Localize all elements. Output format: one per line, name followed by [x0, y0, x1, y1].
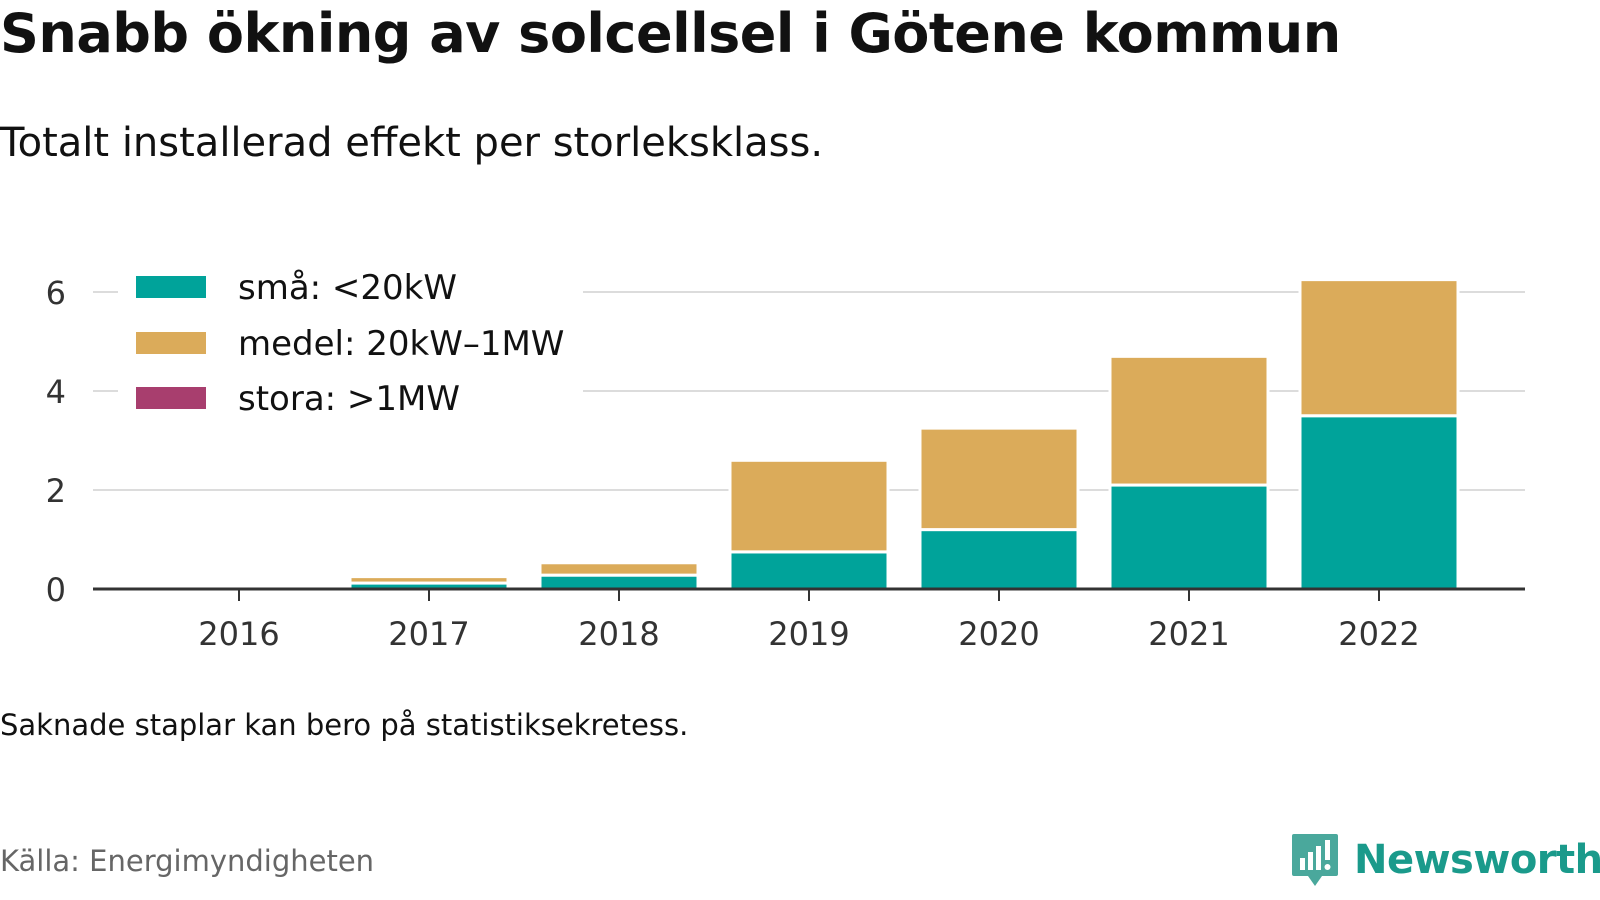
- legend-swatch: [136, 387, 206, 409]
- bar-segment: [918, 528, 1080, 591]
- x-tick-label: 2019: [768, 615, 849, 653]
- source-credit: Källa: Energimyndigheten: [0, 844, 375, 878]
- bar-segment: [1108, 483, 1270, 591]
- legend-swatch: [136, 332, 206, 354]
- legend: små: <20kW medel: 20kW–1MW stora: >1MW: [118, 262, 583, 432]
- bar-segment: [1298, 278, 1460, 418]
- bar-segment: [728, 550, 890, 591]
- brand-name: Newsworthy: [1354, 837, 1600, 883]
- stacked-bar-chart: 0 2 4 6 2016 2017 2018 2019 2020 2021 2022 små: <2…: [45, 262, 1525, 653]
- x-tick-label: 2021: [1148, 615, 1229, 653]
- bars: [348, 278, 1460, 591]
- legend-label: medel: 20kW–1MW: [238, 324, 564, 364]
- newsworthy-logo-icon: [1292, 834, 1338, 886]
- bar-segment: [538, 561, 700, 577]
- bar-segment: [1298, 414, 1460, 591]
- bar-segment: [538, 573, 700, 591]
- footnote: Saknade staplar kan bero på statistiksek…: [0, 708, 689, 742]
- bar-segment: [728, 458, 890, 554]
- x-tick-label: 2017: [388, 615, 469, 653]
- legend-label: stora: >1MW: [238, 379, 460, 419]
- y-tick-label: 2: [46, 472, 66, 510]
- legend-swatch: [136, 276, 206, 298]
- newsworthy-brand: Newsworthy: [1290, 832, 1600, 888]
- x-tick-label: 2020: [958, 615, 1039, 653]
- x-tick-label: 2016: [198, 615, 279, 653]
- y-tick-label: 6: [46, 274, 66, 312]
- x-tick-label: 2022: [1338, 615, 1419, 653]
- y-tick-label: 4: [46, 373, 66, 411]
- chart-title: Snabb ökning av solcellsel i Götene komm…: [0, 2, 1341, 65]
- legend-label: små: <20kW: [238, 268, 457, 308]
- bar-segment: [1108, 354, 1270, 487]
- bar-segment: [348, 575, 510, 585]
- chart-subtitle: Totalt installerad effekt per storlekskl…: [0, 120, 824, 166]
- axes: 0 2 4 6 2016 2017 2018 2019 2020 2021 2022: [46, 274, 1525, 653]
- y-tick-label: 0: [46, 571, 66, 609]
- bar-segment: [918, 426, 1080, 532]
- x-tick-label: 2018: [578, 615, 659, 653]
